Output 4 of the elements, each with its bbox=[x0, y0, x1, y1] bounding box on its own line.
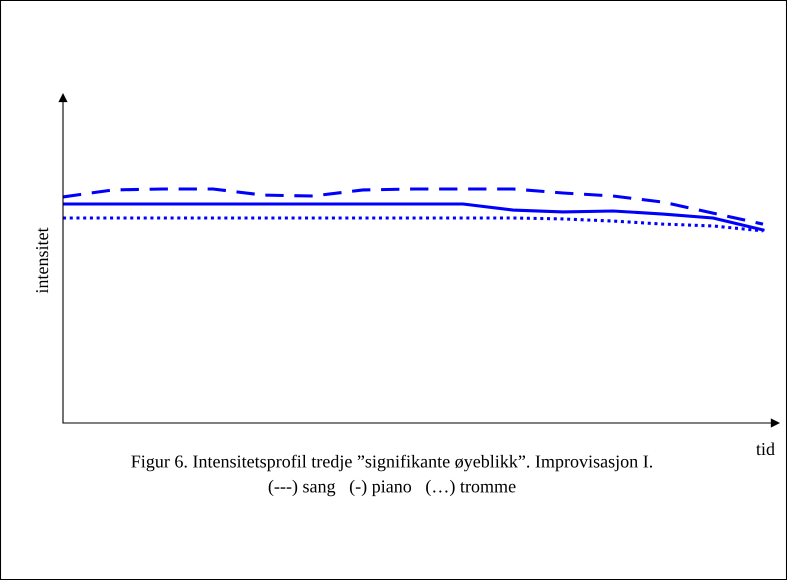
x-axis-title: tid bbox=[756, 442, 775, 456]
y-axis-title: intensitet bbox=[36, 228, 48, 294]
text: Figur 6. Intensitetsprofil tredje ”signifikante øyeblikk”. Improvisasjon I. bbox=[131, 454, 652, 472]
text: (---) sang (-) piano (…) tromme bbox=[268, 480, 516, 496]
